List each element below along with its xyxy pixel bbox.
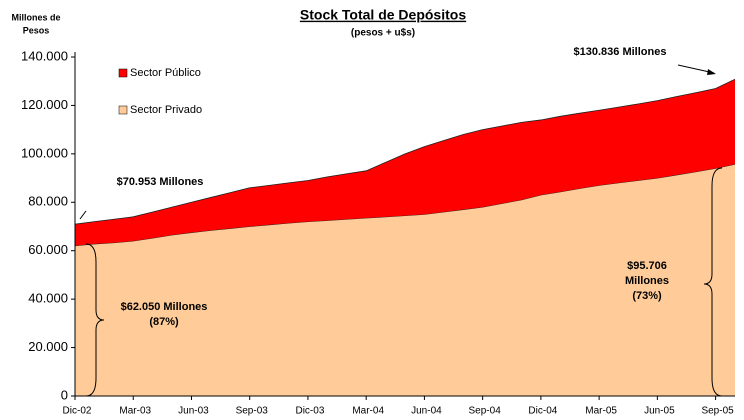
annotation: (73%) xyxy=(632,290,662,302)
chart-title: Stock Total de Depósitos xyxy=(300,7,466,23)
annotation: $130.836 Millones xyxy=(574,46,667,58)
y-tick-label: 60.000 xyxy=(28,242,68,257)
arrow-head xyxy=(707,69,716,75)
legend-swatch xyxy=(118,105,128,115)
y-axis-label: Millones de xyxy=(11,12,60,22)
y-tick-label: 40.000 xyxy=(28,291,68,306)
x-tick-label: Jun-04 xyxy=(411,406,442,417)
y-tick-label: 140.000 xyxy=(21,48,68,63)
area-edge xyxy=(74,78,736,225)
y-tick-label: 0 xyxy=(61,387,68,402)
y-tick-label: 20.000 xyxy=(28,339,68,354)
area xyxy=(75,79,735,246)
x-tick-label: Sep-03 xyxy=(236,406,269,417)
legend-swatch xyxy=(118,68,128,78)
brace xyxy=(703,167,723,397)
x-tick-label: Jun-05 xyxy=(644,406,675,417)
chart-subtitle: (pesos + u$s) xyxy=(351,28,415,39)
annotation: (87%) xyxy=(149,316,179,328)
area xyxy=(75,164,735,396)
annotation: $62.050 Millones xyxy=(121,301,208,313)
legend-label: Sector Público xyxy=(130,67,201,79)
x-tick-label: Sep-04 xyxy=(469,406,502,417)
x-tick-label: Mar-03 xyxy=(119,406,151,417)
annotation: $70.953 Millones xyxy=(117,176,204,188)
annotation: Millones xyxy=(625,275,669,287)
y-axis-label: Pesos xyxy=(23,25,50,35)
plot-area xyxy=(74,52,736,397)
annotations xyxy=(79,64,723,397)
legend-label: Sector Privado xyxy=(130,104,202,116)
arrow xyxy=(79,210,87,220)
x-tick-label: Dic-02 xyxy=(63,406,92,417)
y-tick-label: 80.000 xyxy=(28,194,68,209)
x-tick-label: Dic-04 xyxy=(528,406,557,417)
x-tick-label: Sep-05 xyxy=(701,406,734,417)
brace xyxy=(85,243,105,397)
x-tick-label: Mar-04 xyxy=(352,406,384,417)
x-tick-label: Dic-03 xyxy=(295,406,324,417)
annotation: $95.706 xyxy=(627,260,667,272)
x-tick-label: Mar-05 xyxy=(585,406,617,417)
y-tick-label: 120.000 xyxy=(21,97,68,112)
x-tick-label: Jun-03 xyxy=(178,406,209,417)
y-tick-label: 100.000 xyxy=(21,145,68,160)
